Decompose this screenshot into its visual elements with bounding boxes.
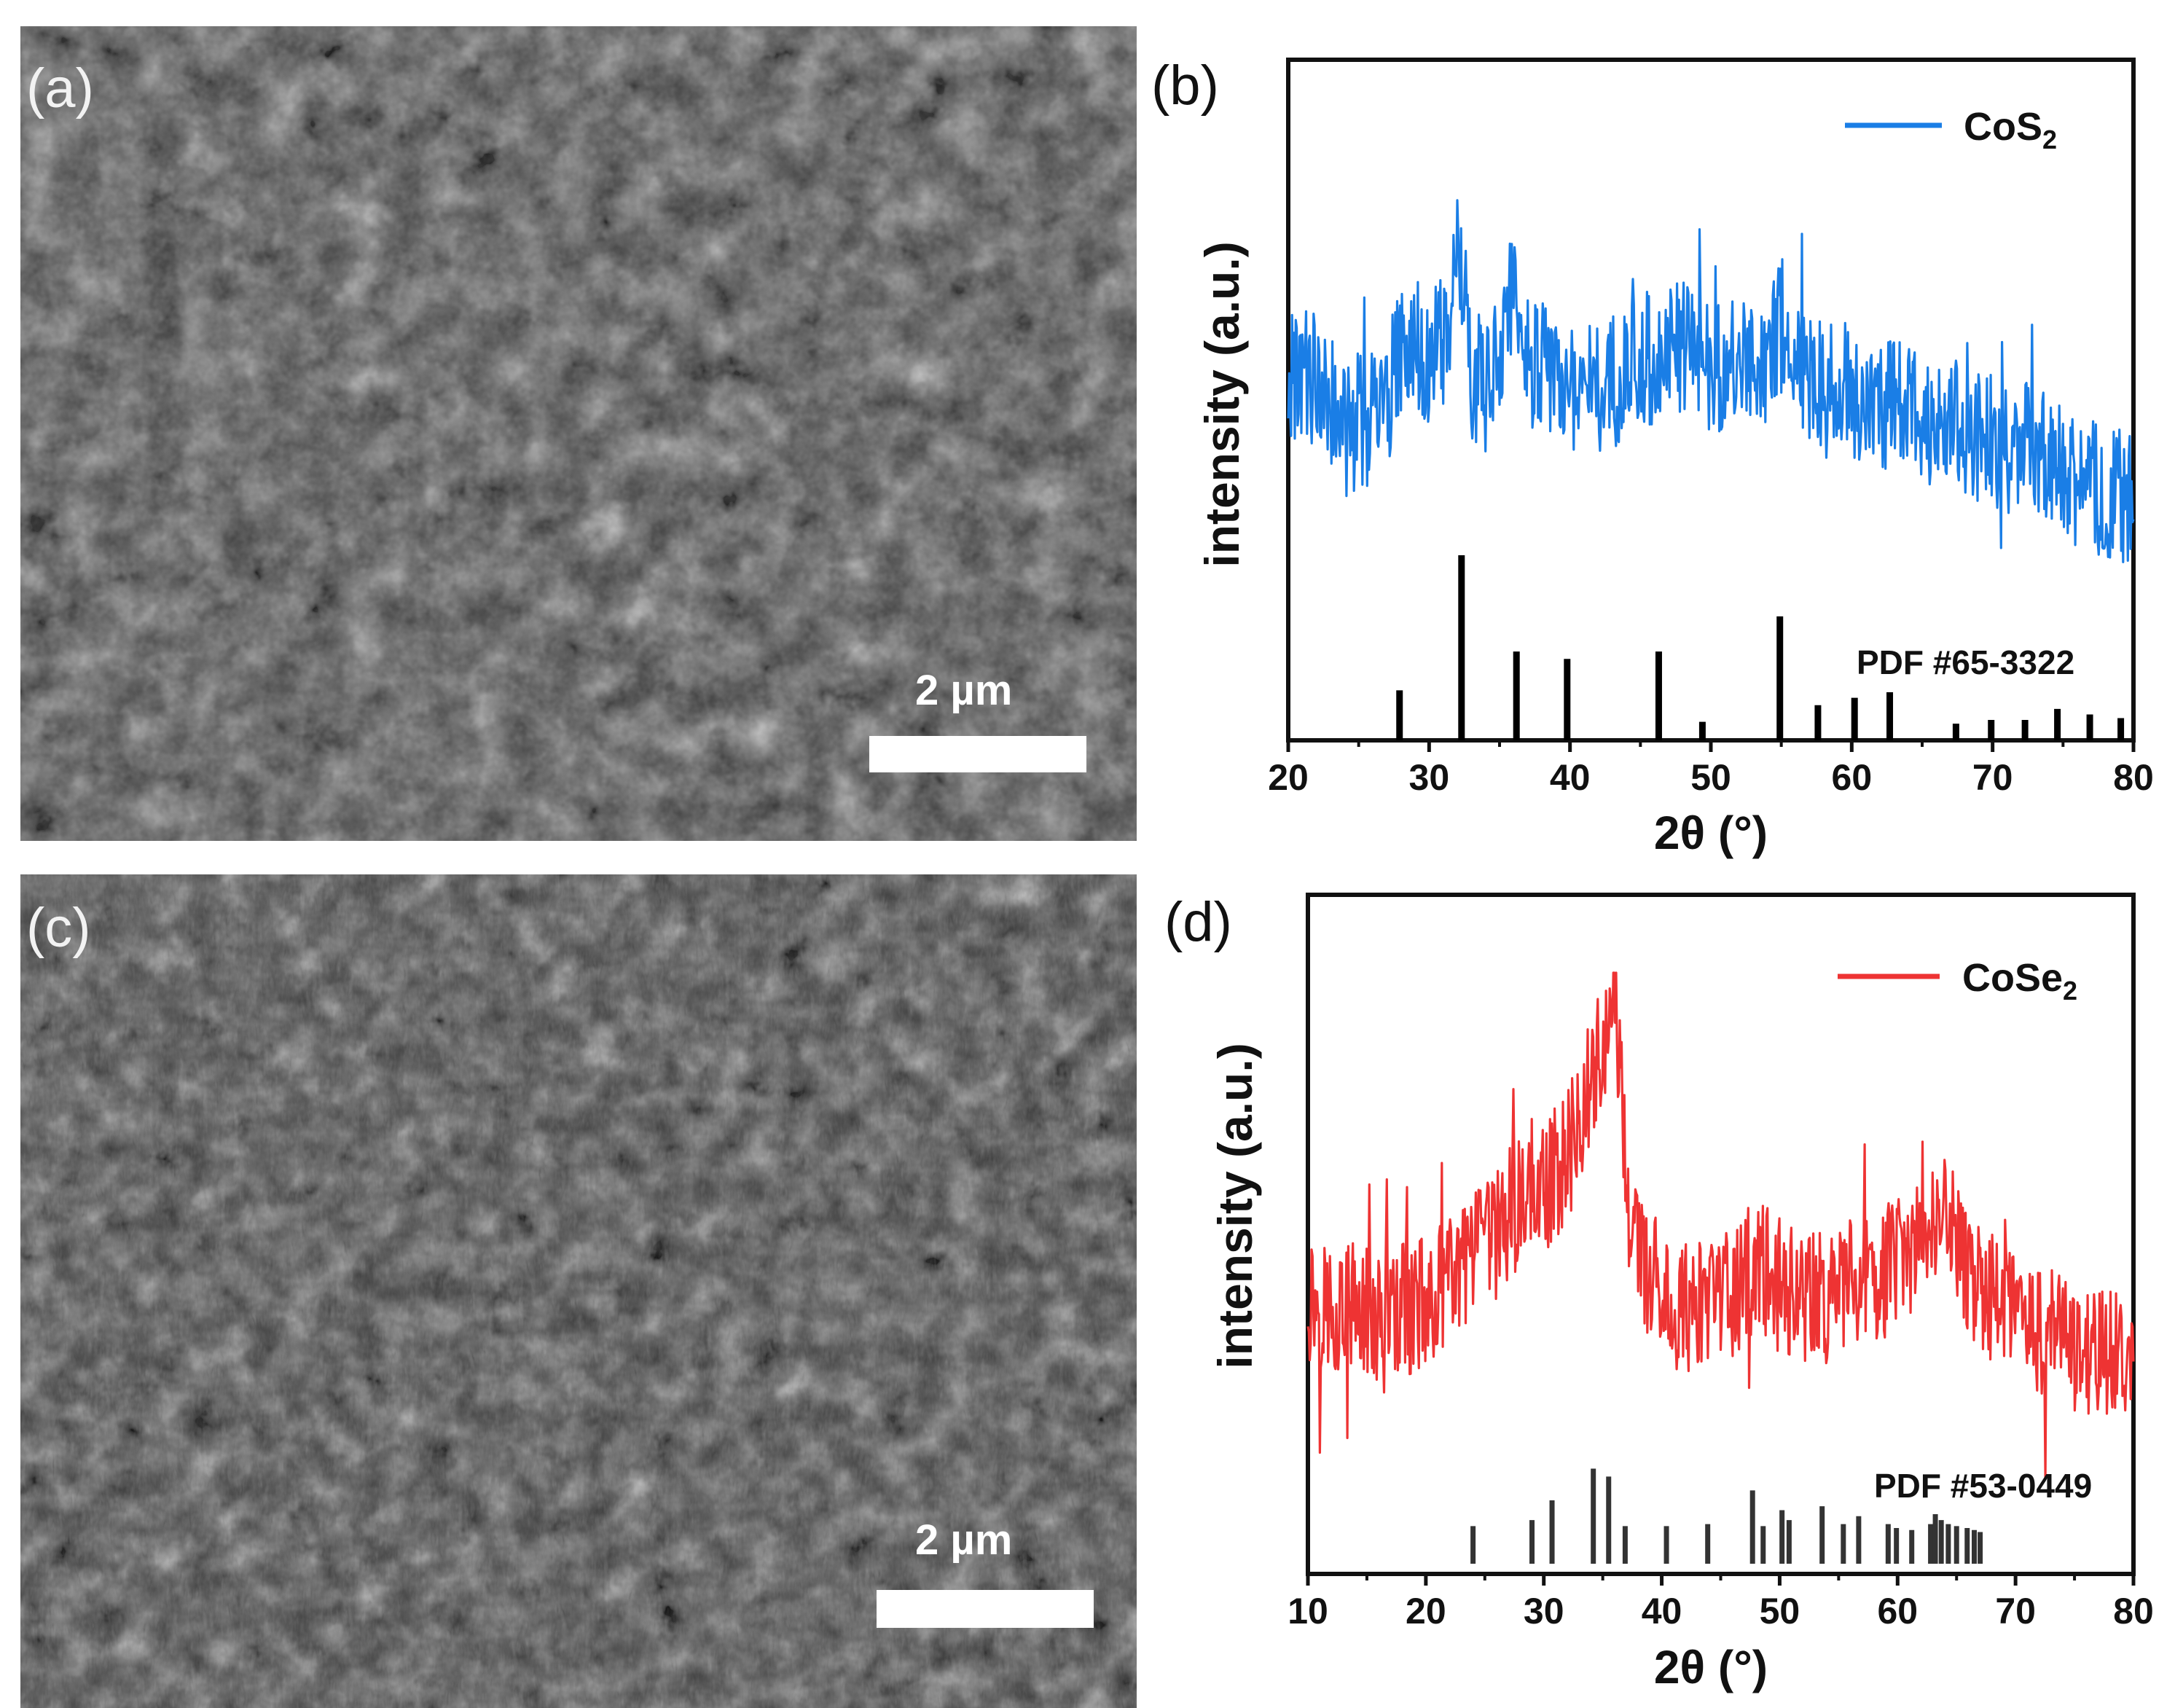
x-tick-label-b: 30 <box>1409 757 1450 798</box>
panel-label-b: (b) <box>1151 55 1219 117</box>
panel-label-d: (d) <box>1164 891 1232 953</box>
legend-sub-b: 2 <box>2042 125 2057 154</box>
x-tick-label-d: 70 <box>1995 1591 2036 1631</box>
x-tick-label-d: 20 <box>1406 1591 1446 1631</box>
x-axis-label-b: 2θ (°) <box>1654 807 1768 859</box>
scale-bar-label-a: 2 µm <box>915 667 1013 714</box>
y-axis-label-b: intensity (a.u.) <box>1195 241 1249 567</box>
plot-area-b: 20 30 40 50 60 70 80 <box>1268 58 2154 798</box>
x-tick-label-d: 10 <box>1288 1591 1328 1631</box>
x-tick-label-d: 50 <box>1760 1591 1800 1631</box>
series-line-d <box>1306 971 2135 1480</box>
plot-frame-b <box>1286 58 2136 743</box>
x-tick-label-d: 30 <box>1524 1591 1564 1631</box>
x-tick-label-b: 40 <box>1550 757 1591 798</box>
reference-label-d: PDF #53-0449 <box>1874 1467 2092 1505</box>
scale-bar-a <box>869 736 1086 772</box>
x-tick-label-b: 60 <box>1832 757 1873 798</box>
legend-sub-d: 2 <box>2063 976 2077 1006</box>
x-tick-label-b: 50 <box>1690 757 1731 798</box>
x-tick-label-b: 70 <box>1972 757 2013 798</box>
plot-frame-d <box>1306 893 2136 1576</box>
scale-bar-c <box>877 1590 1094 1628</box>
panel-label-c: (c) <box>26 897 91 959</box>
x-axis-label-d: 2θ (°) <box>1654 1641 1768 1693</box>
plot-area-d: 10 20 30 40 50 60 70 80 <box>1288 893 2154 1631</box>
panel-label-a: (a) <box>26 58 94 120</box>
sem-image-a: (a) 2 µm <box>20 26 1137 841</box>
legend-main-b: CoS <box>1964 105 2042 149</box>
series-line-b <box>1287 199 2135 563</box>
scale-bar-label-c: 2 µm <box>915 1516 1013 1564</box>
x-tick-label-b: 80 <box>2113 757 2154 798</box>
reference-label-b: PDF #65-3322 <box>1857 643 2074 681</box>
legend-main-d: CoSe <box>1962 956 2063 1000</box>
sem-image-c: (c) 2 µm <box>20 874 1137 1708</box>
x-tick-label-d: 40 <box>1642 1591 1682 1631</box>
legend-label-d: CoSe2 <box>1962 956 2077 1006</box>
x-tick-label-d: 80 <box>2113 1591 2154 1631</box>
legend-label-b: CoS2 <box>1964 105 2057 154</box>
sem-texture-c <box>20 874 1137 1708</box>
y-axis-label-d: intensity (a.u.) <box>1208 1043 1262 1368</box>
x-tick-label-b: 20 <box>1268 757 1309 798</box>
x-tick-label-d: 60 <box>1877 1591 1918 1631</box>
sem-texture-a <box>20 26 1137 841</box>
